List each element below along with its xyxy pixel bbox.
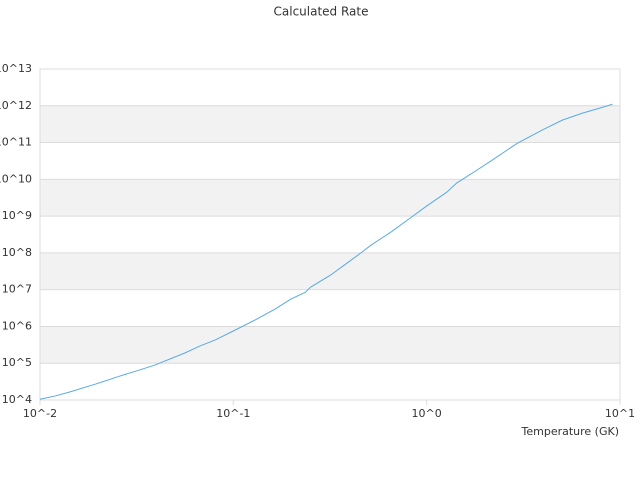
plot-border: [39, 68, 621, 401]
y-tick-label: 10^12: [0, 99, 32, 112]
y-tick-label: 10^5: [2, 356, 32, 369]
band: [40, 252, 620, 290]
y-tick-label: 10^6: [2, 319, 32, 332]
x-tick-label: 10^1: [605, 407, 635, 420]
x-axis-label: Temperature (GK): [521, 425, 620, 438]
y-tick-label: 10^8: [2, 246, 32, 259]
y-tick-label: 10^11: [0, 136, 32, 149]
band: [40, 326, 620, 364]
y-tick-label: 10^7: [2, 283, 32, 296]
y-tick-label: 10^13: [0, 62, 32, 75]
y-tick-label: 10^10: [0, 172, 32, 185]
x-tick-label: 10^-2: [23, 407, 57, 420]
chart-title: Calculated Rate: [274, 5, 369, 19]
y-tick-label: 10^4: [2, 393, 32, 406]
y-tick-label: 10^9: [2, 209, 32, 222]
x-tick-label: 10^-1: [216, 407, 250, 420]
x-tick-label: 10^0: [412, 407, 442, 420]
data-line: [39, 103, 613, 400]
band: [40, 105, 620, 143]
band: [40, 179, 620, 217]
